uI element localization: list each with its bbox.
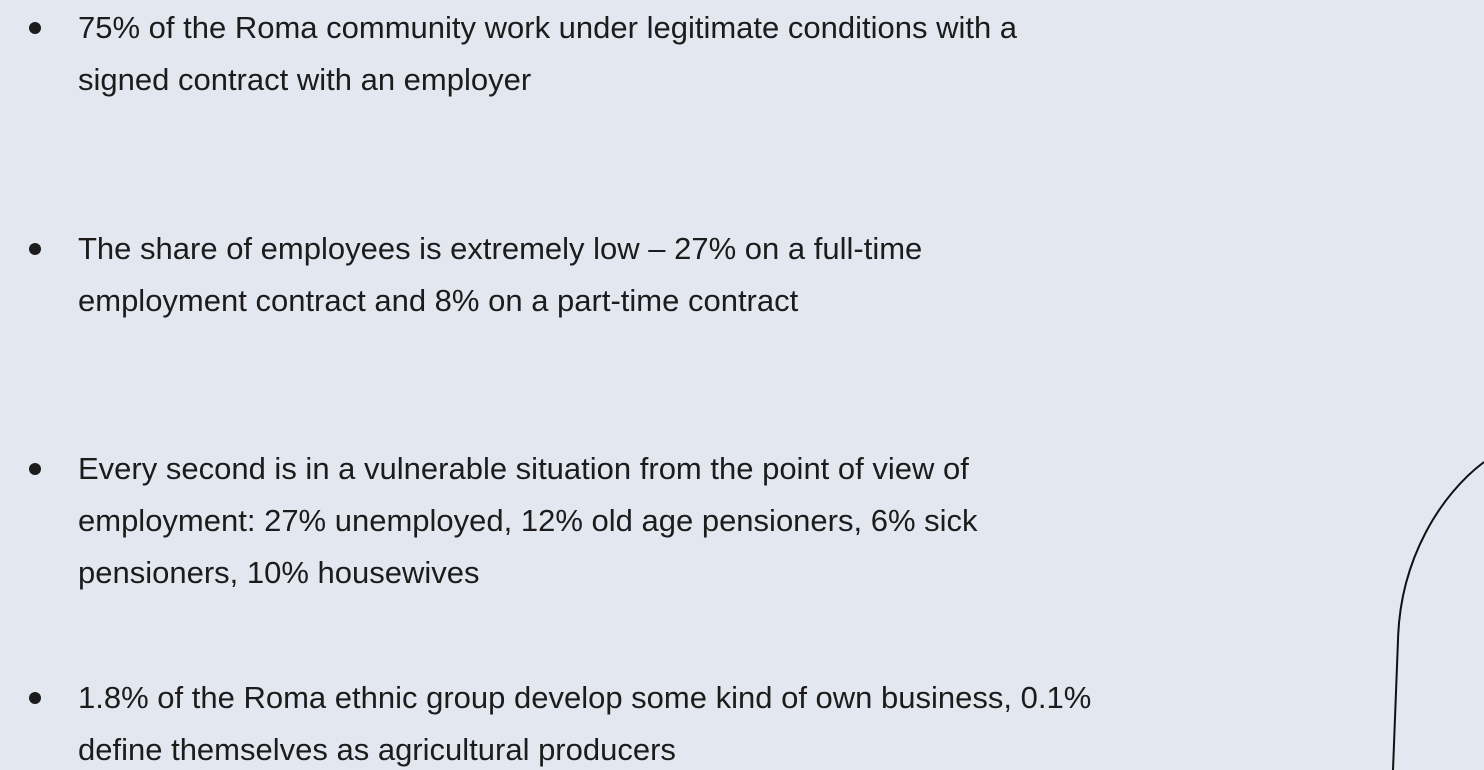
bullet-text: employment contract and 8% on a part-tim… <box>78 283 799 318</box>
bullet-dot <box>29 243 41 255</box>
curve <box>1392 461 1484 770</box>
bullet-text: signed contract with an employer <box>78 62 532 97</box>
bullet-dot <box>29 692 41 704</box>
bullet-text: 75% of the Roma community work under leg… <box>78 10 1018 45</box>
bullet-text: define themselves as agricultural produc… <box>78 732 676 767</box>
bullet-dot <box>29 22 41 34</box>
bullet-text: employment: 27% unemployed, 12% old age … <box>78 503 978 538</box>
bullet-text: Every second is in a vulnerable situatio… <box>78 451 969 486</box>
bullet-text: pensioners, 10% housewives <box>78 555 480 590</box>
bullet-text: The share of employees is extremely low … <box>78 231 923 266</box>
bullet-dot <box>29 463 41 475</box>
bullet-text: 1.8% of the Roma ethnic group develop so… <box>78 680 1092 715</box>
